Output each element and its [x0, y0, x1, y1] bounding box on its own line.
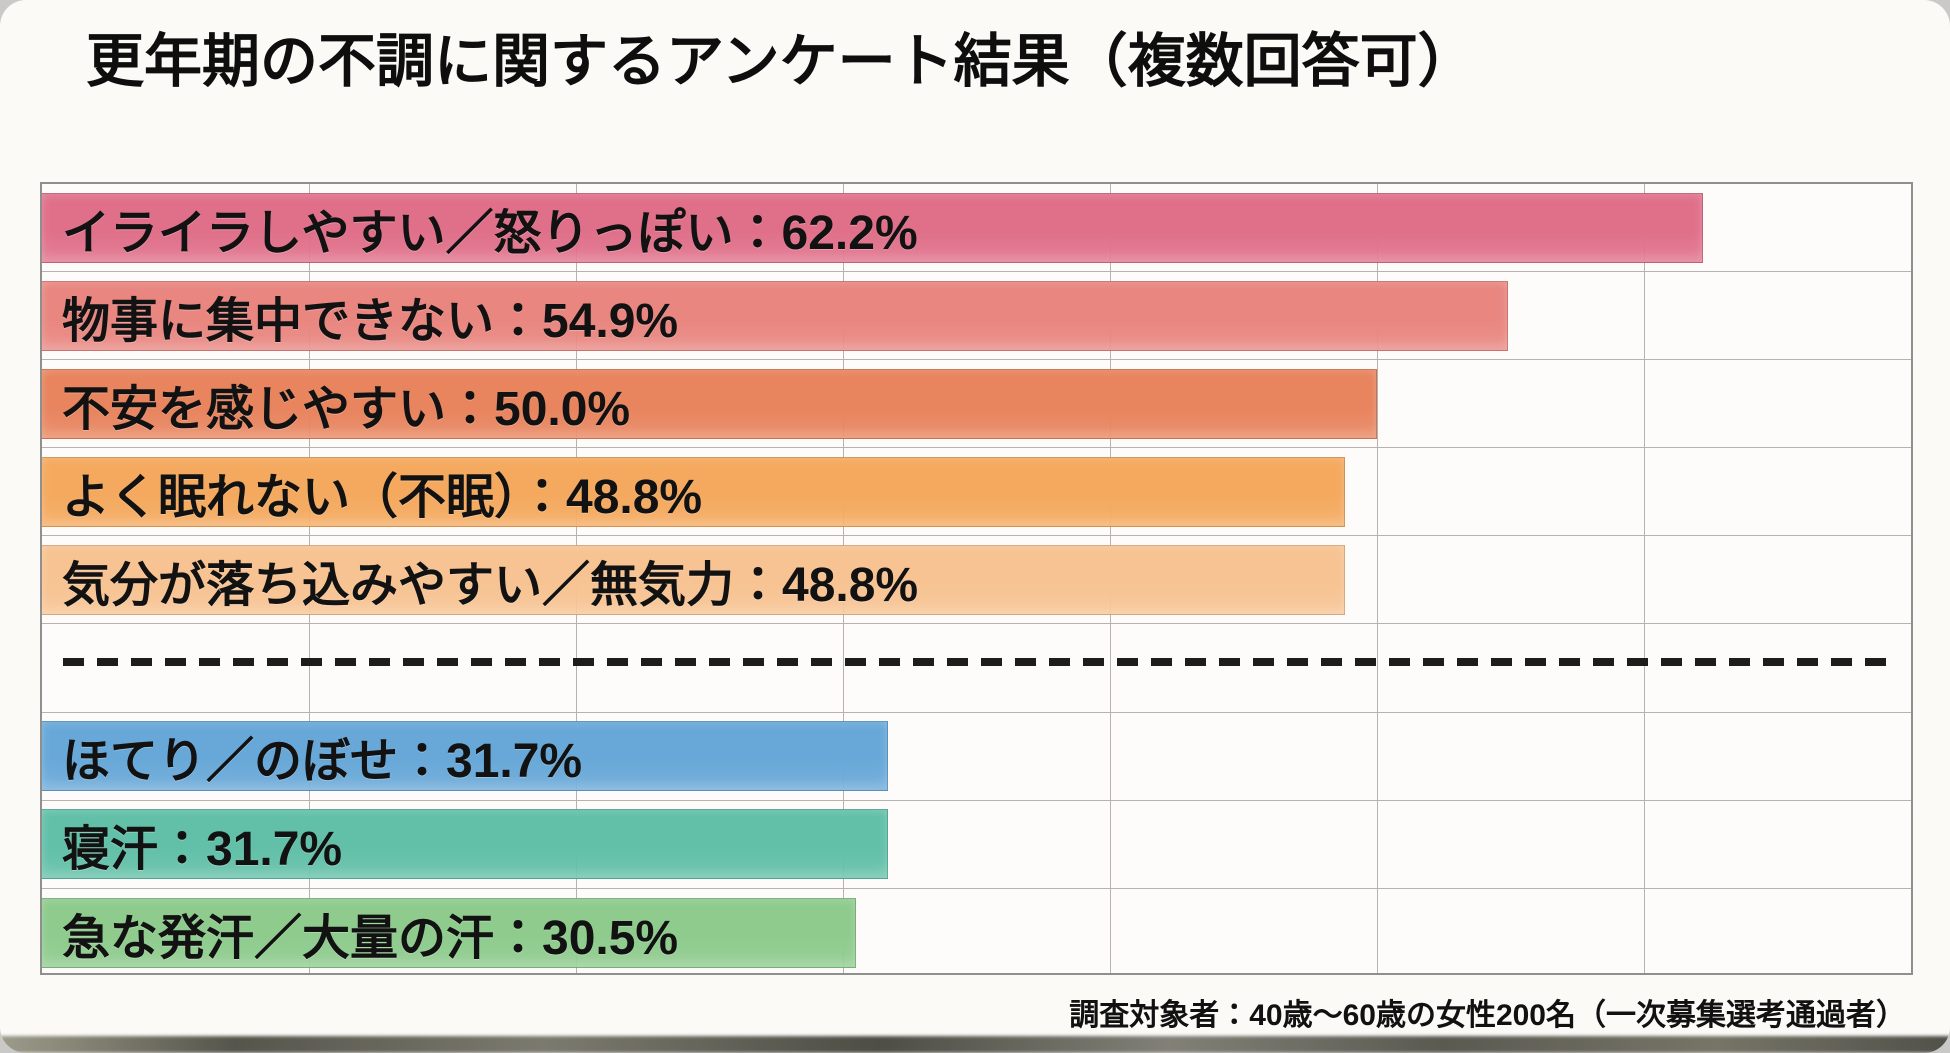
bar-row: ほてり／のぼせ：31.7% — [42, 713, 1911, 801]
bar-row: 気分が落ち込みやすい／無気力：48.8% — [42, 536, 1911, 625]
dashed-separator-line — [63, 658, 1893, 667]
bar: 寝汗：31.7% — [42, 809, 889, 880]
bar: 不安を感じやすい：50.0% — [42, 368, 1377, 439]
chart-title: 更年期の不調に関するアンケート結果（複数回答可） — [86, 29, 1476, 94]
bar-label: 物事に集中できない：54.9% — [62, 294, 679, 348]
bar-row: 不安を感じやすい：50.0% — [42, 360, 1911, 449]
bar-label: イライラしやすい／怒りっぽい：62.2% — [62, 206, 918, 260]
bar-row: イライラしやすい／怒りっぽい：62.2% — [42, 184, 1911, 273]
bottom-edge-artifact — [0, 1036, 1950, 1053]
bar: イライラしやすい／怒りっぽい：62.2% — [42, 192, 1703, 263]
bar-rows-container: イライラしやすい／怒りっぽい：62.2% 物事に集中できない：54.9% 不安を感じ… — [42, 184, 1911, 973]
bar-label: ほてり／のぼせ：31.7% — [62, 735, 583, 789]
bar-label: 急な発汗／大量の汗：30.5% — [62, 911, 679, 965]
bar: ほてり／のぼせ：31.7% — [42, 721, 889, 792]
plot-area: イライラしやすい／怒りっぽい：62.2% 物事に集中できない：54.9% 不安を感じ… — [40, 182, 1913, 975]
bar-row: 寝汗：31.7% — [42, 801, 1911, 889]
bar: 物事に集中できない：54.9% — [42, 280, 1508, 351]
separator-row — [42, 624, 1911, 713]
bar: 急な発汗／大量の汗：30.5% — [42, 897, 857, 968]
bar-label: 寝汗：31.7% — [62, 823, 343, 877]
survey-note: 調査対象者：40歳〜60歳の女性200名（一次募集選考通過者） — [1069, 999, 1906, 1032]
bar-row: 物事に集中できない：54.9% — [42, 272, 1911, 361]
gridline-50pct — [1377, 184, 1378, 973]
bar: よく眠れない（不眠）：48.8% — [42, 456, 1345, 527]
bar-label: 不安を感じやすい：50.0% — [62, 382, 631, 436]
bar-row: 急な発汗／大量の汗：30.5% — [42, 889, 1911, 977]
bar: 気分が落ち込みやすい／無気力：48.8% — [42, 544, 1345, 615]
bar-label: よく眠れない（不眠）：48.8% — [62, 470, 703, 524]
gridline-60pct — [1644, 184, 1645, 973]
bar-label: 気分が落ち込みやすい／無気力：48.8% — [62, 558, 919, 612]
bar-row: よく眠れない（不眠）：48.8% — [42, 448, 1911, 537]
